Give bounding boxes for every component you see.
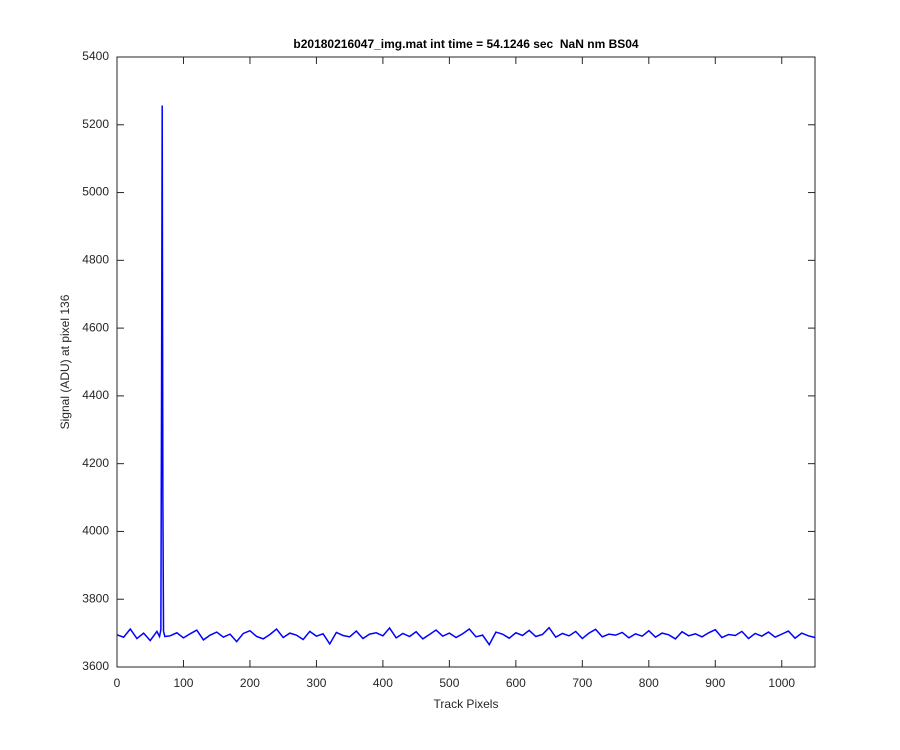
x-axis-label: Track Pixels: [434, 697, 499, 711]
y-tick-label: 4600: [82, 320, 109, 334]
x-tick-label: 700: [572, 676, 592, 690]
y-axis-label: Signal (ADU) at pixel 136: [58, 294, 72, 429]
y-tick-label: 5200: [82, 117, 109, 131]
plot-area: [116, 56, 816, 668]
x-tick-label: 1000: [768, 676, 795, 690]
y-tick-label: 4200: [82, 456, 109, 470]
x-tick-label: 600: [506, 676, 526, 690]
x-tick-label: 400: [373, 676, 393, 690]
y-tick-label: 4800: [82, 253, 109, 267]
y-tick-label: 5000: [82, 185, 109, 199]
y-tick-label: 5400: [82, 49, 109, 63]
x-tick-label: 900: [705, 676, 725, 690]
y-tick-label: 3800: [82, 591, 109, 605]
x-tick-label: 0: [114, 676, 121, 690]
chart-title: b20180216047_img.mat int time = 54.1246 …: [293, 37, 639, 51]
x-tick-label: 500: [439, 676, 459, 690]
x-tick-label: 800: [639, 676, 659, 690]
x-tick-label: 200: [240, 676, 260, 690]
y-tick-label: 4000: [82, 524, 109, 538]
x-tick-label: 300: [306, 676, 326, 690]
y-tick-label: 4400: [82, 388, 109, 402]
y-tick-label: 3600: [82, 659, 109, 673]
data-line: [116, 105, 816, 647]
x-tick-label: 100: [173, 676, 193, 690]
